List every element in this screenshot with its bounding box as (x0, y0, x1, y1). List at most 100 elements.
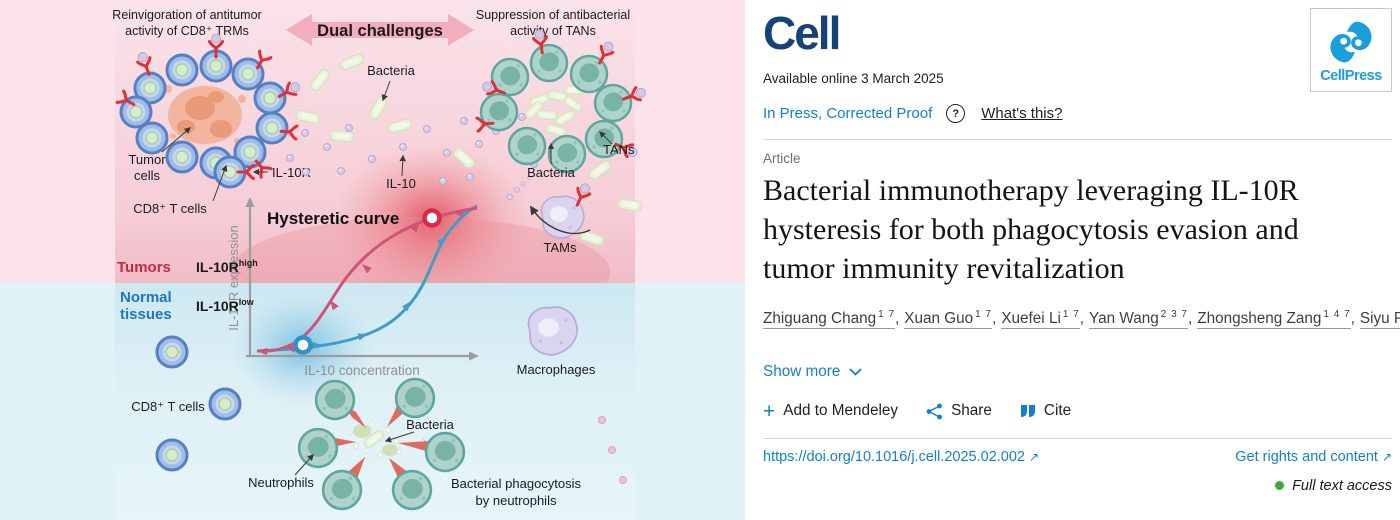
author-separator: , (1350, 310, 1355, 328)
share-button[interactable]: Share (926, 402, 992, 420)
available-online-date: Available online 3 March 2025 (763, 71, 944, 86)
doi-row: https://doi.org/10.1016/j.cell.2025.02.0… (763, 449, 1392, 465)
cite-button[interactable]: Cite (1020, 402, 1071, 420)
title-line1: Bacterial immunotherapy leveraging IL-10… (763, 174, 1299, 207)
tumor-cells-label-line1: Tumor (128, 152, 166, 167)
cell-journal-logo[interactable]: Cell (763, 7, 841, 59)
graphical-abstract-image[interactable]: Dual challenges Reinvigoration of antitu… (0, 0, 745, 520)
blue-curve-arrows (311, 209, 472, 350)
title-line2: hysteresis for both phagocytosis evasion… (763, 213, 1299, 246)
author-separator: , (1188, 310, 1193, 328)
il10r-high-label: IL-10Rhigh (196, 258, 258, 275)
author-link[interactable]: Xuefei Li 1 7 (1001, 309, 1080, 330)
doi-link[interactable]: https://doi.org/10.1016/j.cell.2025.02.0… (763, 448, 1025, 465)
author-separator: , (1079, 310, 1085, 328)
phagocytosis-label-line1: Bacterial phagocytosis (451, 476, 582, 491)
access-status-dot (1275, 481, 1285, 491)
access-status-row: Full text access (763, 478, 1392, 494)
bacteria-label-top: Bacteria (367, 63, 415, 78)
title-line3: tumor immunity revitalization (763, 252, 1125, 285)
author-list: Zhiguang Chang 1 7, Xuan Guo 1 7, Xuefei Li 1… (763, 306, 1400, 332)
neutrophil-cell (394, 377, 436, 419)
cellpress-wordmark: CellPress (1320, 67, 1382, 84)
add-to-mendeley-button[interactable]: + Add to Mendeley (763, 401, 898, 422)
tam-cell (530, 182, 593, 239)
normal-tissues-label-line2: tissues (120, 306, 172, 323)
cd8-t-cells-label-top: CD8⁺ T cells (133, 201, 207, 216)
bacteria-label-right: Bacteria (527, 165, 575, 180)
neutrophil-cell (424, 431, 466, 473)
author-link[interactable]: Zhongsheng Zang 1 4 7 (1197, 309, 1351, 330)
cellpress-swirl-icon (1330, 21, 1372, 62)
tans-label: TANs (603, 142, 635, 157)
author-link[interactable]: Yan Wang 2 3 7 (1089, 309, 1188, 330)
tan-cell (507, 126, 547, 166)
cd8-t-cells-label-bottom: CD8⁺ T cells (131, 399, 205, 414)
in-press-status-link[interactable]: In Press, Corrected Proof (763, 105, 933, 122)
phagocytosis-label-line2: by neutrophils (476, 493, 557, 508)
low-state-marker (293, 335, 313, 355)
cd8-cell (165, 140, 199, 174)
action-bar: + Add to Mendeley Share Cite (763, 401, 1392, 422)
author-separator: , (895, 310, 900, 328)
article-type-label: Article (763, 151, 801, 166)
bacteria-label-bottom: Bacteria (406, 417, 454, 432)
il10-label: IL-10 (386, 176, 416, 191)
question-mark-icon[interactable]: ? (946, 104, 966, 123)
dual-challenges-arrow (286, 14, 474, 46)
high-state-marker (422, 208, 442, 228)
bacteria-top-pointer (381, 80, 391, 102)
show-more-button[interactable]: Show more (763, 362, 863, 381)
tumors-zone-label: Tumors (117, 259, 171, 276)
neutrophil-cell (321, 469, 363, 511)
tan-cell (593, 83, 633, 123)
header-divider (763, 139, 1392, 140)
quote-cite-icon (1020, 405, 1035, 418)
cd8-cell (253, 81, 287, 115)
show-more-label: Show more (763, 362, 841, 380)
neutrophil-cell (297, 427, 339, 469)
cd8-cell (155, 438, 189, 472)
footer-divider (763, 437, 1392, 439)
il10r-low-label: IL-10Rlow (196, 297, 255, 314)
author-link[interactable]: Zhiguang Chang 1 7 (763, 309, 896, 330)
author-link[interactable]: Siyu Pei2 (1359, 310, 1400, 330)
author-link[interactable]: Xuan Guo 1 7 (904, 309, 993, 330)
tams-label: TAMs (544, 240, 577, 255)
chevron-down-icon (849, 368, 863, 376)
author-separator: , (992, 310, 997, 328)
bacteria-bottom-pointer (384, 431, 415, 443)
macrophages-label: Macrophages (517, 362, 596, 377)
plus-icon: + (763, 399, 776, 423)
hysteretic-curve-title: Hysteretic curve (267, 209, 399, 228)
cd8-pointer (212, 164, 228, 202)
tumor-cells-pointer (161, 127, 191, 153)
cd8-cell (165, 53, 199, 87)
reinvigoration-label-line1: Reinvigoration of antitumor (112, 8, 261, 22)
get-rights-link[interactable]: Get rights and content (1235, 448, 1378, 465)
suppression-label-line2: activity of TANs (510, 24, 596, 38)
hysteresis-plot: Hysteretic curve IL-10R expression IL-10… (226, 197, 479, 378)
whats-this-link[interactable]: What's this? (981, 105, 1063, 122)
dual-challenges-label: Dual challenges (317, 22, 443, 40)
il10r-induction-curve (256, 204, 478, 353)
il10-pointer (399, 154, 406, 177)
cite-label: Cite (1043, 402, 1072, 420)
external-link-icon: ↗ (1029, 449, 1040, 464)
cd8-cell (255, 111, 289, 145)
external-link-icon: ↗ (1381, 449, 1392, 464)
y-axis-label: IL-10R expression (226, 225, 241, 331)
cd8-cell (208, 387, 242, 421)
tan-cell (529, 43, 569, 83)
neutrophil-cell (391, 469, 433, 511)
cd8-cell (155, 335, 189, 369)
neutrophil-cell (314, 379, 356, 421)
share-icon (926, 403, 942, 420)
share-label: Share (951, 402, 992, 420)
normal-tissues-label-line1: Normal (120, 289, 172, 306)
article-title: Bacterial immunotherapy leveraging IL-10… (763, 171, 1392, 288)
cellpress-logo[interactable]: CellPress (1310, 8, 1392, 92)
suppression-label-line1: Suppression of antibacterial (476, 8, 630, 22)
y-axis-arrow (245, 197, 255, 207)
reinvigoration-label-line2: activity of CD8⁺ TRMs (125, 24, 249, 38)
